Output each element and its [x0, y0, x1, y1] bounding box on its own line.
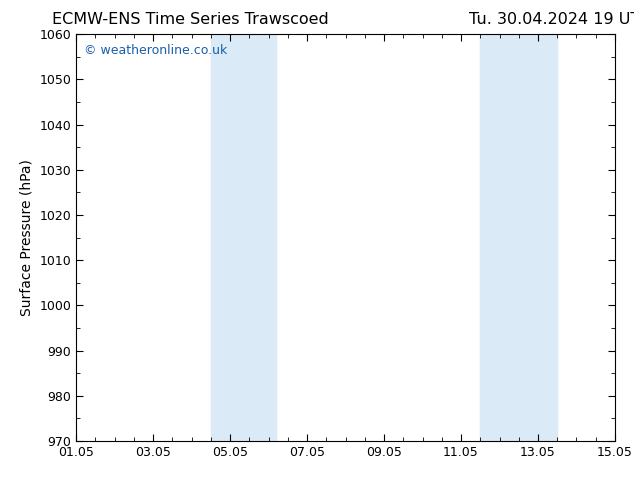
- Text: Tu. 30.04.2024 19 UTC: Tu. 30.04.2024 19 UTC: [469, 12, 634, 27]
- Text: © weatheronline.co.uk: © weatheronline.co.uk: [84, 45, 228, 57]
- Y-axis label: Surface Pressure (hPa): Surface Pressure (hPa): [20, 159, 34, 316]
- Bar: [480, 34, 557, 441]
- Text: ECMW-ENS Time Series Trawscoed: ECMW-ENS Time Series Trawscoed: [52, 12, 328, 27]
- Bar: [210, 34, 276, 441]
